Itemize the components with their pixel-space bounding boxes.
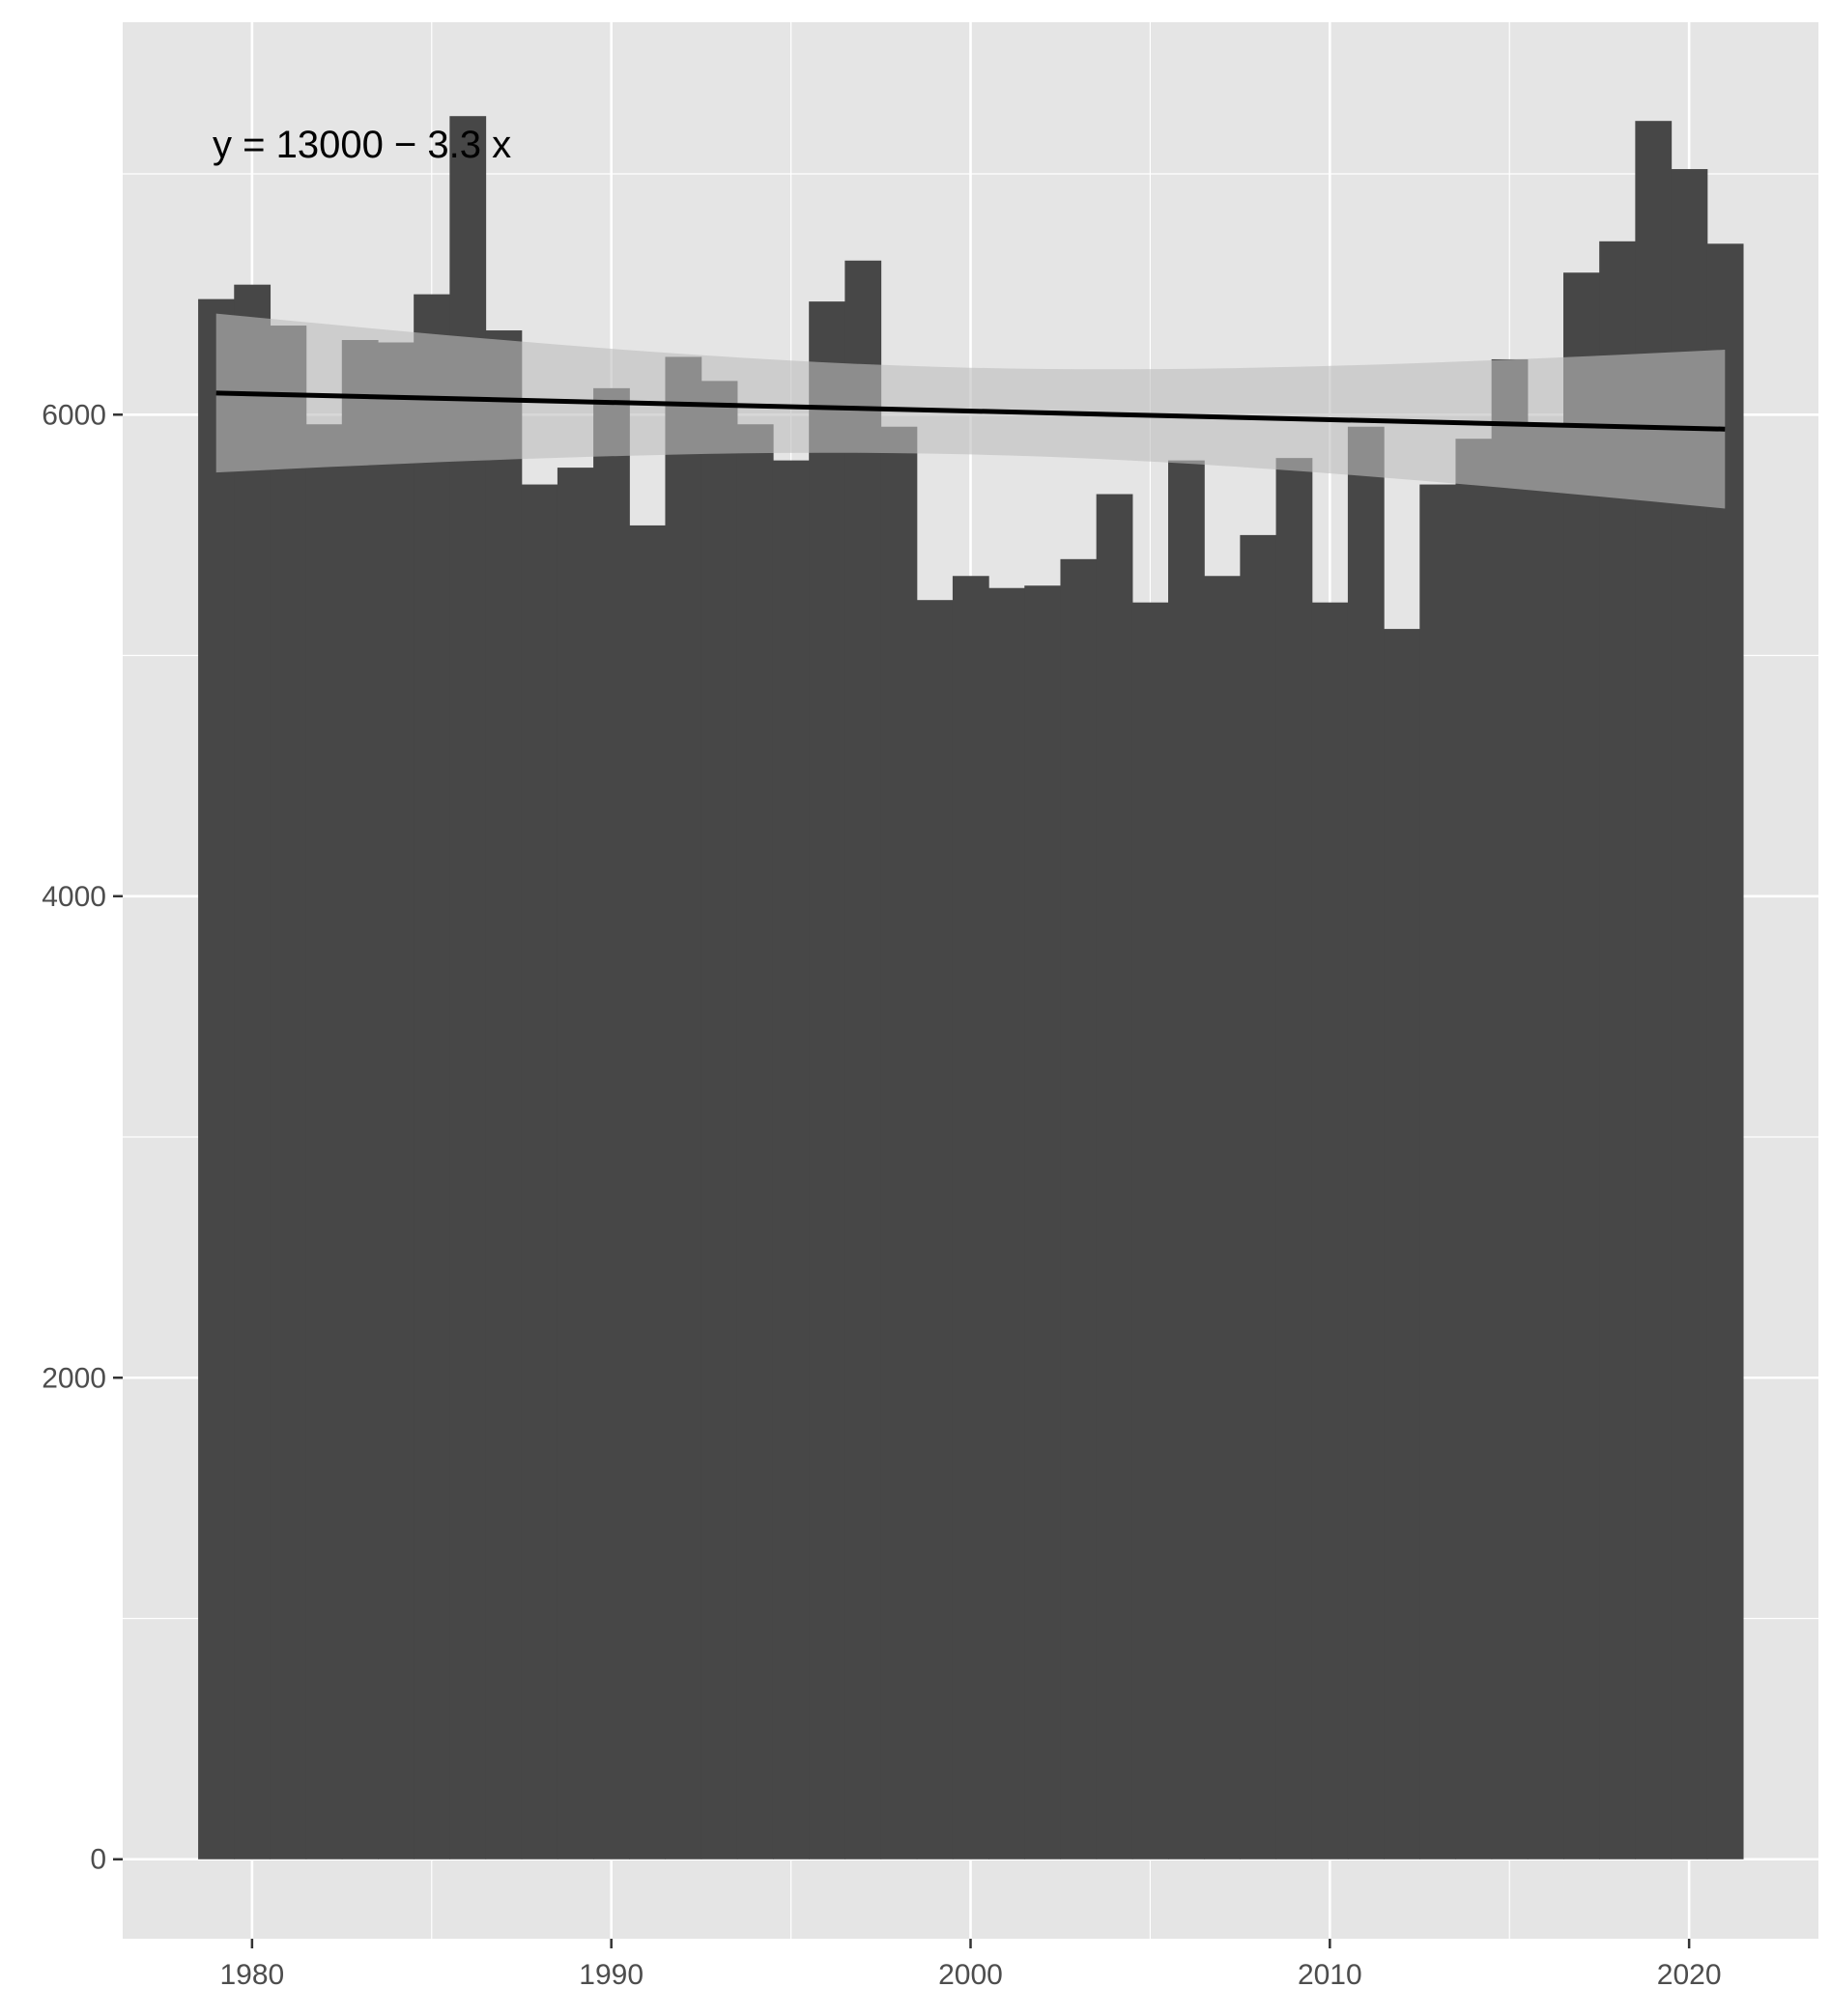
bar-1994 [736,424,774,1860]
bar-2018 [1599,241,1636,1860]
y-tick-label: 0 [90,1844,106,1876]
axes: 1980 1990 2000 2010 2020 0 2000 4000 6000 [42,399,1721,1991]
y-tick-label: 4000 [42,881,106,913]
bar-2009 [1275,458,1313,1860]
bar-2007 [1204,576,1241,1860]
bar-2002 [1024,585,1062,1860]
bar-2001 [988,587,1025,1860]
bar-2010 [1311,602,1349,1860]
bar-1987 [485,330,523,1860]
bar-1989 [557,468,594,1860]
x-tick-label: 1980 [219,1959,284,1991]
bar-1980 [234,284,272,1860]
bar-1995 [772,460,810,1860]
bar-1985 [414,294,450,1860]
bar-1991 [629,525,667,1860]
bar-1998 [880,426,918,1860]
x-tick-label: 1990 [579,1959,644,1991]
bar-2012 [1384,629,1420,1860]
trend-layer [215,313,1726,509]
trend-line [215,390,1726,432]
bar-1990 [593,387,630,1860]
y-tick-label: 2000 [42,1362,106,1394]
bar-1984 [377,342,415,1860]
bar-1983 [341,340,379,1860]
regression-equation: y = 13000 − 3.3 x [213,124,511,166]
bar-1993 [701,381,738,1860]
bar-1997 [844,260,882,1860]
bar-1982 [305,424,343,1860]
bar-series [198,116,1744,1860]
y-tick-label: 6000 [42,399,106,431]
bar-1988 [521,484,558,1860]
bar-1979 [198,298,235,1860]
x-tick-label: 2000 [938,1959,1003,1991]
x-tick-label: 2020 [1657,1959,1722,1991]
bar-2016 [1527,424,1564,1860]
bar-2021 [1706,243,1744,1860]
bar-1992 [665,356,702,1860]
bar-2015 [1491,358,1529,1860]
bar-2011 [1347,426,1385,1860]
bar-1999 [916,600,954,1860]
bar-2005 [1131,602,1169,1860]
bar-2006 [1168,460,1205,1860]
bar-1996 [809,301,845,1860]
bar-2008 [1240,534,1277,1860]
x-tick-label: 2010 [1298,1959,1362,1991]
bar-1981 [270,326,307,1860]
bar-2003 [1060,558,1098,1860]
bar-2017 [1563,272,1600,1860]
bar-2000 [952,576,989,1860]
bar-2004 [1096,494,1133,1860]
bar-2013 [1419,484,1457,1860]
bar-2014 [1455,439,1493,1860]
